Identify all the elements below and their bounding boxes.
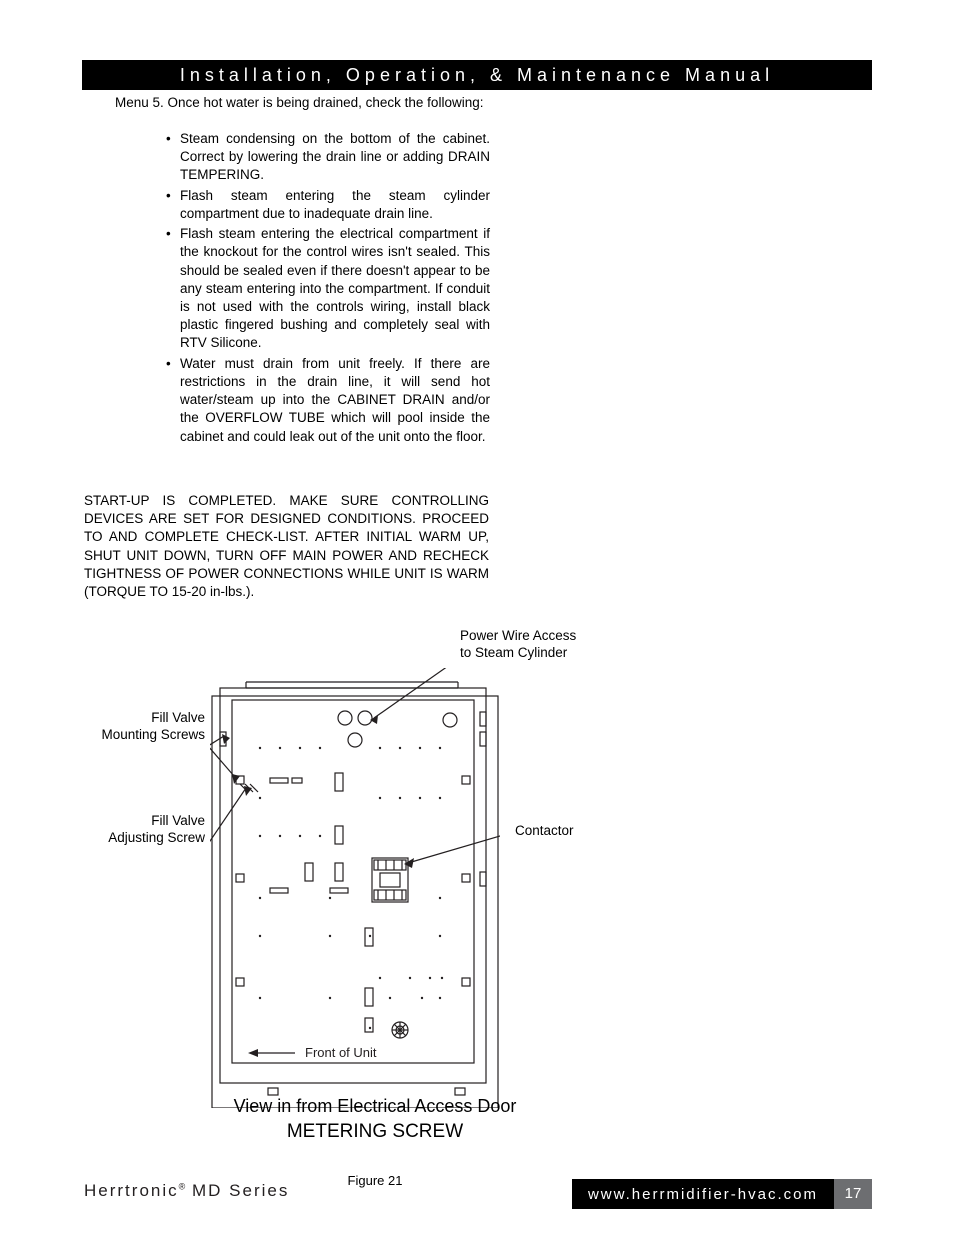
bullet-item: Flash steam entering the electrical comp…	[180, 225, 490, 353]
intro-paragraph: Menu 5. Once hot water is being drained,…	[115, 94, 490, 113]
bullet-list: Steam condensing on the bottom of the ca…	[180, 130, 490, 448]
bullet-item: Steam condensing on the bottom of the ca…	[180, 130, 490, 185]
footer-series: Herrtronic® MD Series	[84, 1181, 289, 1201]
footer-bar: www.herrmidifier-hvac.com 17	[572, 1179, 872, 1209]
front-label-inline: Front of Unit	[305, 1045, 377, 1060]
diagram-area: Front of Unit Power Wire Access to Steam…	[110, 628, 640, 1188]
diagram-caption-metering: METERING SCREW	[110, 1121, 640, 1143]
unit-diagram: Front of Unit	[210, 668, 500, 1108]
label-fill-adjust: Fill Valve Adjusting Screw	[100, 813, 205, 847]
diagram-caption-view: View in from Electrical Access Door	[110, 1096, 640, 1117]
startup-paragraph: START-UP IS COMPLETED. MAKE SURE CONTROL…	[84, 492, 489, 601]
bullet-item: Flash steam entering the steam cylinder …	[180, 187, 490, 223]
page-number: 17	[834, 1179, 872, 1209]
label-contactor: Contactor	[515, 823, 574, 840]
bullet-item: Water must drain from unit freely. If th…	[180, 355, 490, 446]
label-power-wire: Power Wire Access to Steam Cylinder	[460, 628, 620, 662]
footer-url: www.herrmidifier-hvac.com	[572, 1186, 834, 1203]
header-bar: Installation, Operation, & Maintenance M…	[82, 60, 872, 90]
label-fill-mount: Fill Valve Mounting Screws	[100, 710, 205, 744]
